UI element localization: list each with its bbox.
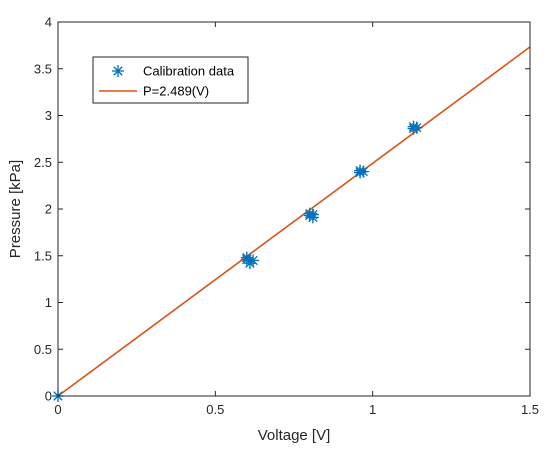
y-tick-label: 2 <box>45 202 52 217</box>
legend-box <box>92 56 249 104</box>
x-tick-label: 1.5 <box>521 402 539 417</box>
y-tick-label: 3.5 <box>34 61 52 76</box>
y-axis-title: Pressure [kPa] <box>7 160 24 258</box>
y-tick-label: 0.5 <box>34 342 52 357</box>
x-tick-label: 1 <box>369 402 376 417</box>
data-point <box>407 120 420 133</box>
legend-label: Calibration data <box>143 64 235 79</box>
legend-marker-calibration <box>112 65 124 77</box>
x-tick-label: 0 <box>54 402 61 417</box>
data-point <box>240 251 253 264</box>
y-tick-label: 1 <box>45 295 52 310</box>
y-tick-label: 0 <box>45 389 52 404</box>
y-tick-label: 4 <box>45 15 52 30</box>
x-tick-label: 0.5 <box>206 402 224 417</box>
y-tick-label: 3 <box>45 108 52 123</box>
x-axis-title: Voltage [V] <box>258 427 331 444</box>
y-tick-label: 2.5 <box>34 155 52 170</box>
data-point <box>306 208 319 221</box>
y-tick-label: 1.5 <box>34 248 52 263</box>
fit-line <box>57 46 531 397</box>
legend-label: P=2.489(V) <box>143 84 209 99</box>
data-point <box>354 164 367 177</box>
